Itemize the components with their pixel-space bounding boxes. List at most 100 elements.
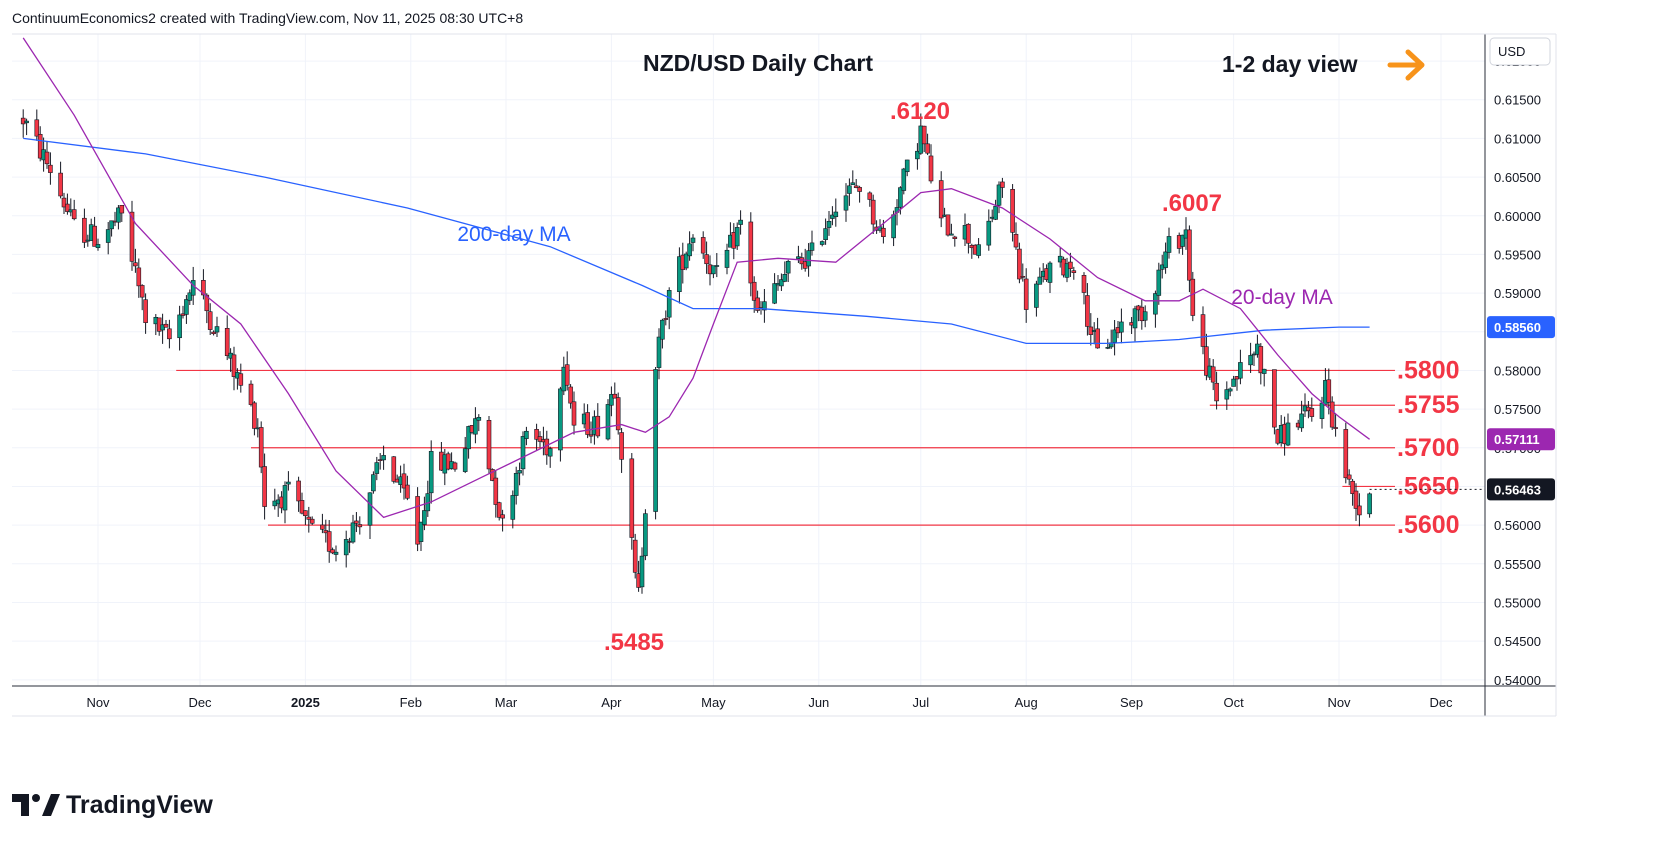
candle-up	[762, 301, 767, 311]
candle-up	[95, 244, 101, 249]
candle-up	[547, 448, 553, 457]
candle-down	[452, 462, 458, 470]
candle-up	[823, 228, 828, 241]
candle-down	[500, 514, 505, 519]
candle-up	[901, 168, 907, 191]
candle-down	[612, 393, 618, 399]
price-tag-label: 0.56463	[1494, 482, 1541, 497]
candle-up	[656, 336, 662, 368]
price-tag-label: 0.58560	[1494, 320, 1541, 335]
price-tag-box	[1487, 316, 1555, 339]
candle-down	[1343, 429, 1349, 479]
candle-down	[1309, 408, 1315, 417]
candle-down	[966, 223, 971, 244]
price-tag-box	[1487, 478, 1555, 501]
y-tick-label: 0.61500	[1494, 93, 1541, 108]
candle-up	[993, 206, 998, 220]
candle-down	[82, 217, 87, 243]
chart-attribution: ContinuumEconomics2 created with Trading…	[12, 10, 524, 26]
candle-up	[476, 417, 482, 421]
candle-down	[405, 484, 410, 499]
candle-down	[34, 119, 40, 137]
level-label: .5650	[1397, 472, 1460, 500]
candle-up	[1367, 493, 1372, 515]
ma-annotation: 200-day MA	[457, 223, 570, 246]
y-tick-label: 0.54000	[1494, 673, 1541, 688]
candle-up	[687, 243, 692, 257]
candle-down	[1013, 233, 1019, 248]
y-tick-label: 0.59500	[1494, 247, 1541, 262]
currency-button-label: USD	[1498, 44, 1525, 59]
chart-view-label: 1-2 day view	[1222, 51, 1358, 77]
candle-up	[779, 279, 784, 287]
candle-down	[1357, 505, 1362, 516]
candle-down	[65, 203, 70, 212]
candle-down	[799, 257, 805, 265]
candle-up	[473, 418, 478, 435]
candle-up	[1047, 262, 1053, 283]
candles	[20, 109, 1372, 594]
candle-down	[306, 516, 312, 520]
candle-up	[1238, 362, 1243, 379]
price-tag-ma200: 0.58560	[1487, 316, 1555, 339]
candle-down	[354, 520, 359, 524]
candle-up	[371, 474, 376, 492]
candle-up	[639, 555, 645, 588]
candle-down	[320, 524, 325, 530]
candle-down	[1346, 474, 1352, 480]
candle-up	[819, 241, 825, 245]
candle-up	[109, 220, 114, 230]
candle-up	[843, 195, 849, 211]
price-tag-last: 0.56463	[1487, 478, 1555, 501]
arrow-right-icon	[1387, 49, 1425, 81]
candle-up	[524, 430, 529, 439]
x-tick-label: Oct	[1223, 695, 1244, 710]
level-label: .5600	[1397, 511, 1460, 539]
candle-up	[1261, 368, 1267, 374]
x-tick-label: 2025	[291, 695, 320, 710]
candle-down	[296, 480, 301, 502]
candle-up	[333, 551, 339, 555]
price-annotation: .6120	[890, 98, 950, 125]
candle-down	[303, 510, 308, 517]
candle-up	[677, 256, 682, 292]
x-tick-label: Jun	[808, 695, 829, 710]
candle-up	[466, 426, 471, 450]
candle-up	[105, 229, 111, 243]
candle-up	[374, 462, 380, 474]
candle-down	[755, 297, 760, 311]
candle-down	[224, 328, 230, 356]
chart-title: NZD/USD Daily Chart	[643, 50, 873, 76]
candle-up	[510, 495, 516, 520]
candle-up	[1299, 413, 1304, 429]
y-tick-label: 0.56000	[1494, 518, 1541, 533]
candle-down	[330, 549, 335, 554]
candle-down	[48, 164, 53, 173]
candle-down	[1095, 328, 1100, 349]
level-label: .5700	[1397, 434, 1460, 462]
candle-up	[1285, 422, 1291, 446]
candle-down	[299, 500, 305, 514]
candle-down	[1081, 275, 1087, 293]
candle-down	[238, 373, 244, 386]
candle-down	[326, 531, 332, 552]
candle-down	[704, 254, 709, 265]
candle-down	[921, 125, 927, 145]
candle-up	[809, 242, 815, 251]
x-tick-label: May	[701, 695, 726, 710]
level-label: .5755	[1397, 391, 1460, 419]
candle-down	[119, 205, 125, 214]
tradingview-logo[interactable]: TradingView	[12, 790, 213, 820]
candle-up	[1319, 402, 1325, 419]
currency-button-frame	[1489, 37, 1551, 66]
candle-up	[847, 185, 852, 194]
currency-button[interactable]: USD	[1489, 37, 1551, 66]
candle-up	[343, 539, 349, 556]
x-tick-label: Sep	[1120, 695, 1143, 710]
candle-down	[129, 211, 135, 262]
candle-up	[1156, 269, 1162, 296]
candle-down	[857, 187, 862, 192]
candle-up	[558, 388, 563, 451]
